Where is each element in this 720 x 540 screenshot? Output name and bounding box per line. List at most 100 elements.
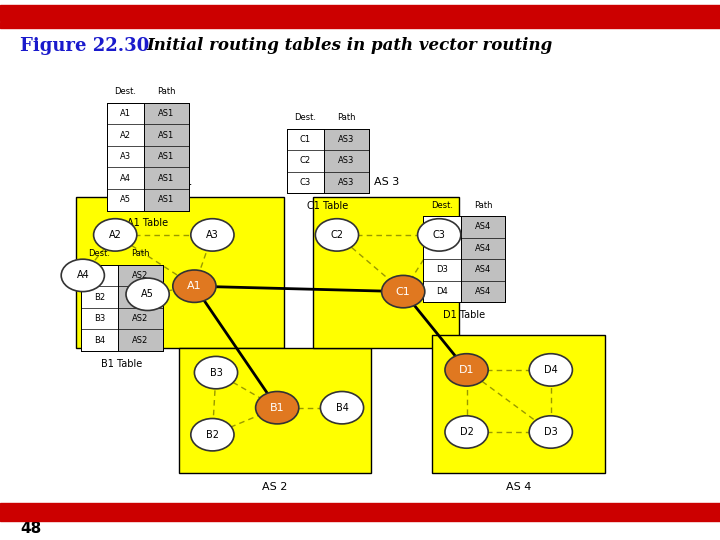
Bar [0, 503, 720, 509]
Text: Dest.: Dest. [431, 200, 453, 210]
Text: D3: D3 [544, 427, 558, 437]
Text: B1 Table: B1 Table [101, 359, 143, 369]
Text: A1: A1 [120, 109, 131, 118]
Bar [423, 216, 505, 302]
Bar [0, 5, 720, 21]
Text: AS1: AS1 [158, 109, 174, 118]
Text: C2: C2 [300, 157, 311, 165]
Text: B4: B4 [336, 403, 348, 413]
Text: D1 Table: D1 Table [444, 310, 485, 320]
FancyBboxPatch shape [179, 348, 371, 472]
Bar [118, 265, 163, 351]
Circle shape [126, 278, 169, 310]
Circle shape [191, 418, 234, 451]
Bar [107, 103, 189, 211]
Circle shape [194, 356, 238, 389]
Text: AS3: AS3 [338, 157, 354, 165]
Text: Dest.: Dest. [89, 249, 110, 258]
Text: B3: B3 [94, 314, 105, 323]
Text: D4: D4 [544, 365, 558, 375]
Text: D1: D1 [459, 365, 474, 375]
Circle shape [315, 219, 359, 251]
Bar [461, 216, 505, 302]
Text: D1: D1 [436, 222, 448, 231]
Text: Path: Path [337, 113, 356, 122]
Circle shape [256, 392, 299, 424]
Circle shape [445, 354, 488, 386]
Bar [81, 265, 163, 351]
FancyBboxPatch shape [432, 335, 605, 472]
Circle shape [529, 354, 572, 386]
Text: AS1: AS1 [158, 131, 174, 139]
Text: AS 4: AS 4 [505, 482, 531, 492]
Text: AS3: AS3 [338, 135, 354, 144]
Circle shape [191, 219, 234, 251]
Circle shape [173, 270, 216, 302]
FancyBboxPatch shape [313, 197, 459, 348]
Text: AS1: AS1 [158, 174, 174, 183]
Bar [287, 129, 369, 193]
Text: A1 Table: A1 Table [127, 218, 168, 228]
Text: A4: A4 [76, 271, 89, 280]
Bar [324, 129, 369, 193]
Text: AS 2: AS 2 [262, 482, 287, 492]
Text: AS2: AS2 [132, 314, 148, 323]
Text: B1: B1 [94, 271, 105, 280]
Bar [144, 103, 189, 211]
FancyBboxPatch shape [76, 197, 284, 348]
Text: A4: A4 [120, 174, 131, 183]
Text: C1 Table: C1 Table [307, 201, 348, 211]
Circle shape [382, 275, 425, 308]
Text: C3: C3 [433, 230, 446, 240]
Text: Dest.: Dest. [294, 113, 316, 122]
Text: AS2: AS2 [132, 271, 148, 280]
Text: B4: B4 [94, 336, 105, 345]
Circle shape [418, 219, 461, 251]
Text: Dest.: Dest. [114, 87, 136, 96]
Text: AS4: AS4 [475, 266, 491, 274]
Bar [0, 22, 720, 28]
Text: D3: D3 [436, 266, 448, 274]
Circle shape [445, 416, 488, 448]
Circle shape [529, 416, 572, 448]
Text: AS2: AS2 [132, 336, 148, 345]
Text: AS 1: AS 1 [167, 177, 193, 187]
Text: AS4: AS4 [475, 244, 491, 253]
Text: AS3: AS3 [338, 178, 354, 187]
Text: A1: A1 [187, 281, 202, 291]
Text: A5: A5 [120, 195, 131, 204]
Text: A3: A3 [120, 152, 131, 161]
Text: 48: 48 [20, 521, 42, 536]
Text: Initial routing tables in path vector routing: Initial routing tables in path vector ro… [146, 37, 552, 55]
Bar [0, 509, 720, 521]
Text: C1: C1 [300, 135, 311, 144]
Text: A5: A5 [141, 289, 154, 299]
Text: B1: B1 [270, 403, 284, 413]
Circle shape [94, 219, 137, 251]
Text: AS4: AS4 [475, 222, 491, 231]
Text: Path: Path [131, 249, 150, 258]
Circle shape [61, 259, 104, 292]
Text: AS 3: AS 3 [374, 177, 399, 187]
Text: A3: A3 [206, 230, 219, 240]
Text: AS4: AS4 [475, 287, 491, 296]
Text: A2: A2 [109, 230, 122, 240]
Text: B2: B2 [206, 430, 219, 440]
Text: D2: D2 [459, 427, 474, 437]
Bar [107, 103, 189, 211]
Text: A2: A2 [120, 131, 131, 139]
Text: C1: C1 [396, 287, 410, 296]
Text: Figure 22.30: Figure 22.30 [20, 37, 150, 55]
Bar [423, 216, 505, 302]
Bar [81, 265, 163, 351]
Text: AS1: AS1 [158, 152, 174, 161]
Text: C2: C2 [330, 230, 343, 240]
Text: B3: B3 [210, 368, 222, 377]
Text: AS2: AS2 [132, 293, 148, 301]
Text: D4: D4 [436, 287, 448, 296]
Text: B2: B2 [94, 293, 105, 301]
Text: Path: Path [157, 87, 176, 96]
Bar [287, 129, 369, 193]
Text: Path: Path [474, 200, 492, 210]
Circle shape [320, 392, 364, 424]
